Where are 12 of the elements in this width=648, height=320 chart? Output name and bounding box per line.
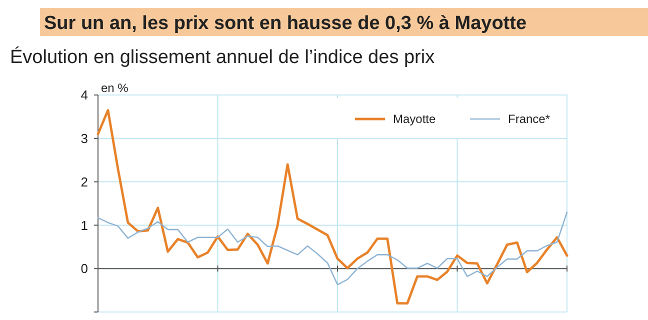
y-axis-title: en % <box>101 81 129 95</box>
y-tick-label: 0 <box>80 261 88 276</box>
y-tick-label: 4 <box>80 88 88 103</box>
y-tick-label: 1 <box>80 218 88 233</box>
legend-label: Mayotte <box>393 112 436 126</box>
y-tick-label: 3 <box>80 130 88 146</box>
legend-label: France* <box>508 112 550 126</box>
line-series <box>97 212 568 286</box>
chart-title: Sur un an, les prix sont en hausse de 0,3 % à Mayotte <box>44 13 527 34</box>
line-series <box>96 108 568 305</box>
chart-subtitle: Évolution en glissement annuel de l’indice des prix <box>10 46 436 68</box>
y-tick-label: 2 <box>80 174 88 190</box>
